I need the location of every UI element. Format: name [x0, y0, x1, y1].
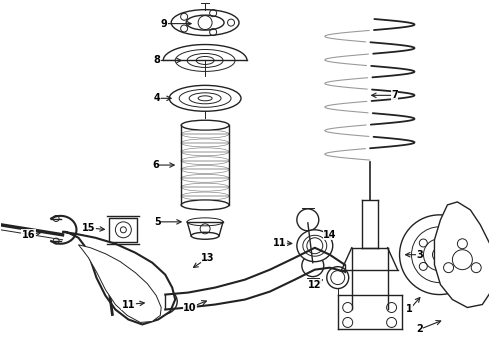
FancyBboxPatch shape — [109, 218, 137, 242]
Text: 16: 16 — [22, 230, 35, 240]
Text: 13: 13 — [201, 253, 215, 263]
Ellipse shape — [327, 267, 349, 289]
Ellipse shape — [297, 230, 333, 262]
Text: 15: 15 — [82, 223, 95, 233]
Text: 7: 7 — [391, 90, 398, 100]
Text: 2: 2 — [416, 324, 423, 334]
Circle shape — [399, 215, 479, 294]
Text: 12: 12 — [308, 280, 321, 289]
Text: 8: 8 — [154, 55, 161, 66]
Text: 14: 14 — [323, 230, 337, 240]
Text: 1: 1 — [406, 305, 413, 315]
Text: 3: 3 — [416, 250, 423, 260]
Circle shape — [115, 222, 131, 238]
Circle shape — [457, 239, 467, 249]
Text: 11: 11 — [122, 300, 135, 310]
Ellipse shape — [147, 289, 177, 315]
Text: 11: 11 — [273, 238, 287, 248]
Text: 9: 9 — [161, 19, 168, 28]
Polygon shape — [63, 232, 175, 324]
Circle shape — [443, 263, 454, 273]
Text: 5: 5 — [154, 217, 161, 227]
Polygon shape — [435, 202, 490, 307]
Polygon shape — [78, 245, 161, 323]
Circle shape — [471, 263, 481, 273]
Text: 6: 6 — [152, 160, 159, 170]
Text: 10: 10 — [183, 302, 197, 312]
Text: 4: 4 — [154, 93, 161, 103]
